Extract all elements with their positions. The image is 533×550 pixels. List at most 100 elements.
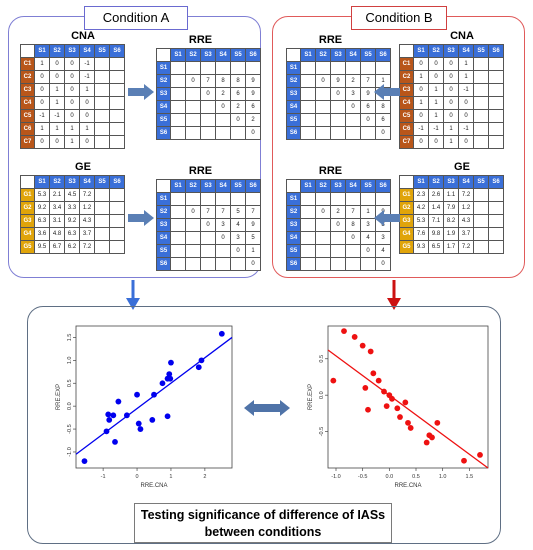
matrix-cell: 9 [330, 74, 346, 88]
matrix-cell [473, 201, 489, 215]
column-header: S5 [94, 175, 110, 189]
matrix-cell: 1 [458, 57, 474, 71]
matrix-cell [315, 218, 331, 232]
matrix-cell [315, 231, 331, 245]
matrix-cell: 0 [230, 244, 246, 258]
matrix-cell [94, 240, 110, 254]
matrix-cell: 1 [64, 135, 80, 149]
a-ge-to-rre-arrow-icon [128, 210, 154, 226]
matrix-cell: 1 [428, 96, 444, 110]
row-header: S1 [156, 61, 171, 75]
matrix-cell [170, 231, 186, 245]
matrix-cell: 0 [330, 87, 346, 101]
condition-b-down-arrow-icon [387, 280, 401, 310]
matrix-cell [109, 240, 125, 254]
matrix-cell [215, 244, 231, 258]
matrix-cell: 1 [443, 122, 459, 136]
matrix-cell [330, 192, 346, 206]
matrix-cell: 9.5 [34, 240, 50, 254]
matrix-cell: 1.2 [458, 201, 474, 215]
x-tick-label: 1.5 [466, 474, 474, 480]
matrix-cell: 3.1 [49, 214, 65, 228]
matrix-cell [375, 192, 391, 206]
matrix-cell [345, 257, 361, 271]
matrix-cell [109, 201, 125, 215]
matrix-cell: 0 [428, 57, 444, 71]
matrix-cell: 2 [345, 74, 361, 88]
column-header: S2 [428, 175, 444, 189]
row-header: C2 [20, 70, 35, 84]
matrix-cell [488, 227, 504, 241]
data-point [168, 359, 174, 366]
column-header: S5 [360, 48, 376, 62]
matrix-cell: 0 [458, 109, 474, 123]
row-header: C7 [20, 135, 35, 149]
a-rre-cna-table: S1 S2 S3 S4 S5 S6 S1 S2 0 7 8 8 9 S3 0 2 6 9 S4 0 2 6 S5 0 2 S6 0 [156, 48, 261, 140]
column-header: S6 [488, 175, 504, 189]
column-header: S1 [170, 48, 186, 62]
matrix-cell: -1 [49, 109, 65, 123]
matrix-cell: 8 [230, 74, 246, 88]
column-header: S1 [300, 179, 316, 193]
matrix-cell [170, 113, 186, 127]
row-header: G2 [399, 201, 414, 215]
matrix-cell [245, 61, 261, 75]
row-header: S4 [156, 231, 171, 245]
column-header: S5 [360, 179, 376, 193]
matrix-cell [200, 231, 216, 245]
matrix-cell: 6 [245, 100, 261, 114]
row-header: S6 [156, 257, 171, 271]
y-tick-label: -0.5 [67, 424, 73, 433]
matrix-cell: 0 [315, 205, 331, 219]
matrix-cell: 7.6 [413, 227, 429, 241]
matrix-cell: 9 [245, 218, 261, 232]
data-point [367, 348, 374, 355]
matrix-cell [330, 244, 346, 258]
matrix-cell [109, 83, 125, 97]
data-point [429, 434, 435, 441]
matrix-cell [170, 74, 186, 88]
matrix-cell [488, 96, 504, 110]
matrix-cell: 2 [215, 87, 231, 101]
row-header: S3 [286, 218, 301, 232]
x-tick-label: 1.0 [439, 474, 447, 480]
matrix-cell: 0 [64, 109, 80, 123]
row-header: G5 [20, 240, 35, 254]
matrix-cell: 3.4 [49, 201, 65, 215]
matrix-cell [473, 135, 489, 149]
column-header: S3 [200, 48, 216, 62]
matrix-cell: 7.2 [79, 240, 95, 254]
data-point [218, 330, 225, 337]
matrix-cell: 0 [64, 83, 80, 97]
matrix-cell [315, 61, 331, 75]
matrix-cell [473, 188, 489, 202]
matrix-cell: 1 [34, 122, 50, 136]
a-ge-title: GE [75, 161, 91, 173]
row-header: C1 [399, 57, 414, 71]
matrix-cell [94, 57, 110, 71]
data-point [195, 364, 202, 371]
matrix-cell [109, 188, 125, 202]
matrix-cell [473, 70, 489, 84]
matrix-cell: 3.6 [34, 227, 50, 241]
data-point [137, 426, 144, 432]
row-header: S6 [286, 257, 301, 271]
matrix-cell: 0 [413, 109, 429, 123]
matrix-cell: 4.3 [79, 214, 95, 228]
x-axis-label: RRE.CNA [140, 483, 167, 489]
data-point [351, 334, 358, 340]
matrix-cell: 8 [215, 74, 231, 88]
matrix-cell [109, 214, 125, 228]
column-header: S2 [49, 44, 65, 58]
row-header: S4 [286, 100, 301, 114]
row-header: S3 [156, 87, 171, 101]
matrix-cell: 4.8 [49, 227, 65, 241]
matrix-cell [300, 126, 316, 140]
matrix-cell: 0 [428, 135, 444, 149]
column-header: S6 [109, 175, 125, 189]
y-axis-label: RRE.EXP [56, 384, 62, 410]
matrix-cell: 0 [49, 135, 65, 149]
matrix-corner-cell [286, 48, 301, 62]
matrix-cell: 5 [245, 231, 261, 245]
matrix-cell: 3.3 [64, 201, 80, 215]
